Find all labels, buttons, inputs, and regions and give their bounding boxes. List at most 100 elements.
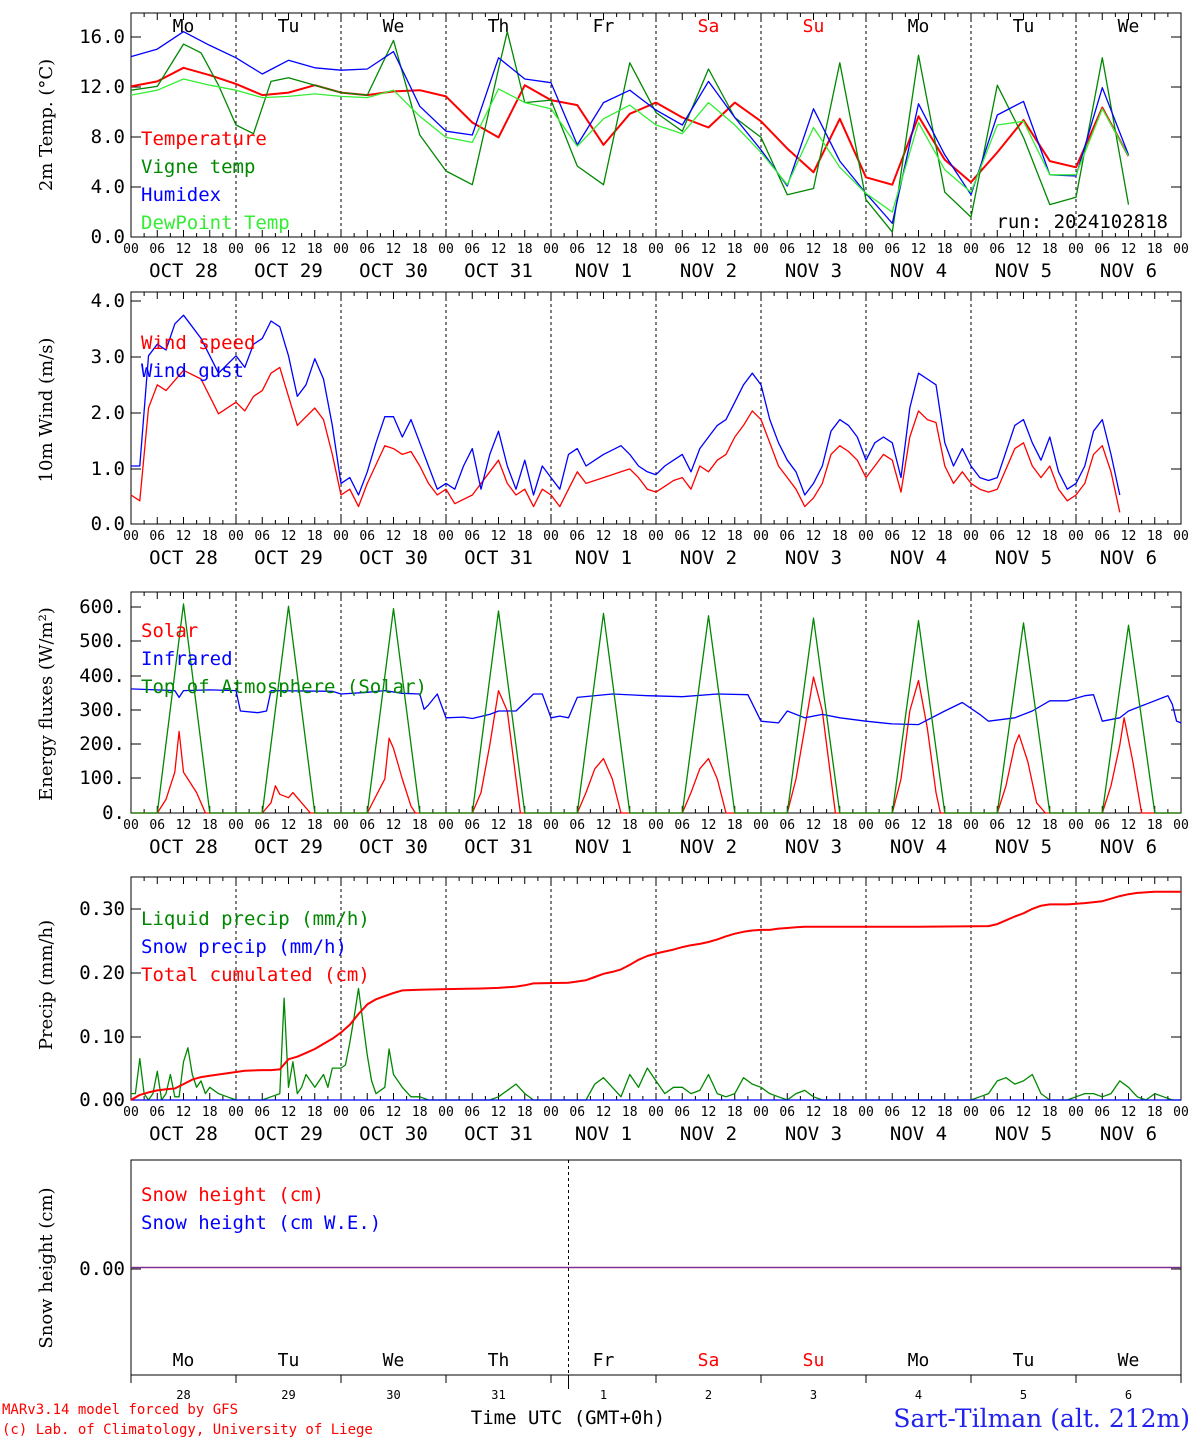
- hour-tick-label: 00: [123, 818, 139, 833]
- hour-tick-label: 06: [1094, 818, 1110, 833]
- day-number-label: 30: [386, 1388, 400, 1402]
- hour-tick-label: 00: [228, 529, 244, 544]
- hour-tick-label: 12: [491, 818, 507, 833]
- station-name: Sart-Tilman (alt. 212m): [893, 1404, 1190, 1433]
- hour-tick-label: 06: [1094, 529, 1110, 544]
- hour-tick-label: 00: [1068, 1105, 1084, 1120]
- hour-tick-label: 06: [464, 818, 480, 833]
- hour-tick-label: 18: [832, 1105, 848, 1120]
- date-label: OCT 28: [149, 1123, 218, 1145]
- date-label: NOV 1: [575, 260, 632, 282]
- day-of-week-label: Th: [488, 16, 510, 37]
- day-number-label: 6: [1125, 1388, 1132, 1402]
- date-label: NOV 3: [785, 836, 842, 858]
- hour-tick-label: 18: [832, 529, 848, 544]
- date-label: OCT 30: [359, 260, 428, 282]
- hour-tick-label: 12: [386, 242, 402, 257]
- hour-tick-label: 12: [596, 1105, 612, 1120]
- day-number-label: 28: [176, 1388, 190, 1402]
- day-of-week-label: Mo: [173, 1350, 195, 1371]
- hour-tick-label: 06: [359, 818, 375, 833]
- day-of-week-label: Su: [803, 16, 825, 37]
- day-number-label: 2: [705, 1388, 712, 1402]
- hour-tick-label: 18: [307, 1105, 323, 1120]
- legend-entry: Solar: [141, 620, 198, 642]
- day-of-week-label: We: [1118, 1350, 1140, 1371]
- hour-tick-label: 18: [202, 242, 218, 257]
- day-of-week-label: Fr: [593, 16, 615, 37]
- hour-tick-label: 18: [1147, 1105, 1163, 1120]
- date-label: NOV 3: [785, 1123, 842, 1145]
- day-of-week-label: Sa: [698, 1350, 720, 1371]
- hour-tick-label: 18: [1042, 529, 1058, 544]
- hour-tick-label: 18: [202, 1105, 218, 1120]
- day-number-label: 4: [915, 1388, 922, 1402]
- hour-tick-label: 12: [911, 1105, 927, 1120]
- hour-tick-label: 12: [911, 818, 927, 833]
- day-of-week-label: Su: [803, 1350, 825, 1371]
- hour-tick-label: 00: [228, 242, 244, 257]
- hour-tick-label: 18: [202, 818, 218, 833]
- hour-tick-label: 18: [1147, 529, 1163, 544]
- series-line-1: [130, 66, 1130, 186]
- hour-tick-label: 18: [832, 242, 848, 257]
- day-number-label: 1: [600, 1388, 607, 1402]
- day-of-week-label: Sa: [698, 16, 720, 37]
- hour-tick-label: 00: [648, 818, 664, 833]
- hour-tick-label: 00: [333, 818, 349, 833]
- panel-4: 00 06 12 18 OCT 28 00 06 12 18 OCT 29 00 06 12 18 OCT …: [36, 876, 1189, 1145]
- hour-tick-label: 12: [386, 529, 402, 544]
- legend-entry: Top of Atmosphere (Solar): [141, 676, 427, 698]
- y-axis-label: 2m Temp. (°C): [36, 59, 57, 191]
- hour-tick-label: 12: [806, 242, 822, 257]
- date-label: NOV 4: [890, 547, 947, 569]
- date-label: OCT 30: [359, 547, 428, 569]
- day-of-week-label: Mo: [908, 1350, 930, 1371]
- y-tick-label: 0.10: [79, 1026, 125, 1048]
- hour-tick-label: 18: [622, 242, 638, 257]
- hour-tick-label: 00: [753, 818, 769, 833]
- date-label: OCT 29: [254, 836, 323, 858]
- hour-tick-label: 06: [674, 818, 690, 833]
- date-label: OCT 29: [254, 260, 323, 282]
- legend-entry: Vigne temp: [141, 156, 255, 178]
- hour-tick-label: 06: [359, 242, 375, 257]
- hour-tick-label: 00: [963, 1105, 979, 1120]
- hour-tick-label: 06: [569, 529, 585, 544]
- hour-tick-label: 18: [412, 529, 428, 544]
- hour-tick-label: 00: [1068, 529, 1084, 544]
- hour-tick-label: 00: [753, 1105, 769, 1120]
- hour-tick-label: 12: [701, 242, 717, 257]
- hour-tick-label: 00: [1173, 1105, 1189, 1120]
- figure-footer: MARv3.14 model forced by GFS (c) Lab. of…: [2, 1402, 1190, 1438]
- hour-tick-label: 00: [123, 529, 139, 544]
- hour-tick-label: 06: [464, 529, 480, 544]
- hour-tick-label: 18: [622, 1105, 638, 1120]
- hour-tick-label: 12: [491, 529, 507, 544]
- hour-tick-label: 00: [753, 529, 769, 544]
- day-of-week-label: Fr: [593, 1350, 615, 1371]
- hour-tick-label: 00: [123, 242, 139, 257]
- series-line-2: [130, 31, 1130, 233]
- hour-tick-label: 00: [1173, 818, 1189, 833]
- hour-tick-label: 00: [1068, 818, 1084, 833]
- hour-tick-label: 06: [464, 1105, 480, 1120]
- hour-tick-label: 00: [648, 1105, 664, 1120]
- hour-tick-label: 06: [779, 1105, 795, 1120]
- date-label: NOV 4: [890, 836, 947, 858]
- hour-tick-label: 06: [569, 1105, 585, 1120]
- hour-tick-label: 06: [779, 818, 795, 833]
- hour-tick-label: 00: [543, 1105, 559, 1120]
- hour-tick-label: 06: [464, 242, 480, 257]
- hour-tick-label: 12: [1016, 242, 1032, 257]
- legend-entry: Wind gust: [141, 360, 244, 382]
- date-label: NOV 4: [890, 260, 947, 282]
- y-tick-label: 2.0: [91, 402, 125, 424]
- day-of-week-label: Mo: [908, 16, 930, 37]
- hour-tick-label: 00: [963, 529, 979, 544]
- hour-tick-label: 18: [1042, 242, 1058, 257]
- hour-tick-label: 06: [254, 1105, 270, 1120]
- hour-tick-label: 06: [569, 242, 585, 257]
- hour-tick-label: 00: [543, 242, 559, 257]
- day-of-week-label: Th: [488, 1350, 510, 1371]
